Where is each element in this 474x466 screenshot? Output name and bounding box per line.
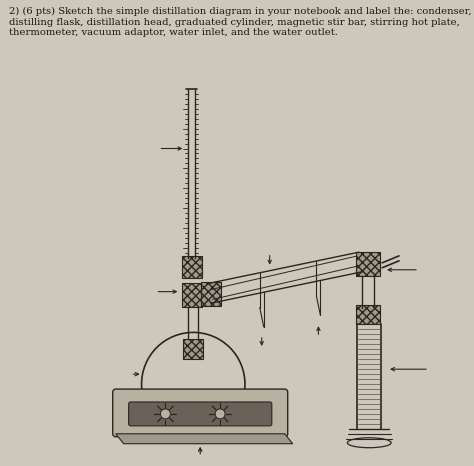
Circle shape bbox=[161, 409, 170, 419]
Circle shape bbox=[215, 409, 225, 419]
FancyBboxPatch shape bbox=[201, 282, 221, 306]
Polygon shape bbox=[116, 434, 292, 444]
FancyBboxPatch shape bbox=[113, 389, 288, 437]
FancyBboxPatch shape bbox=[128, 402, 272, 426]
FancyBboxPatch shape bbox=[356, 252, 380, 276]
FancyBboxPatch shape bbox=[182, 256, 202, 278]
FancyBboxPatch shape bbox=[182, 283, 202, 307]
FancyBboxPatch shape bbox=[183, 339, 203, 359]
Text: 2) (6 pts) Sketch the simple distillation diagram in your notebook and label the: 2) (6 pts) Sketch the simple distillatio… bbox=[9, 7, 472, 37]
Ellipse shape bbox=[177, 401, 209, 411]
FancyBboxPatch shape bbox=[356, 305, 380, 324]
